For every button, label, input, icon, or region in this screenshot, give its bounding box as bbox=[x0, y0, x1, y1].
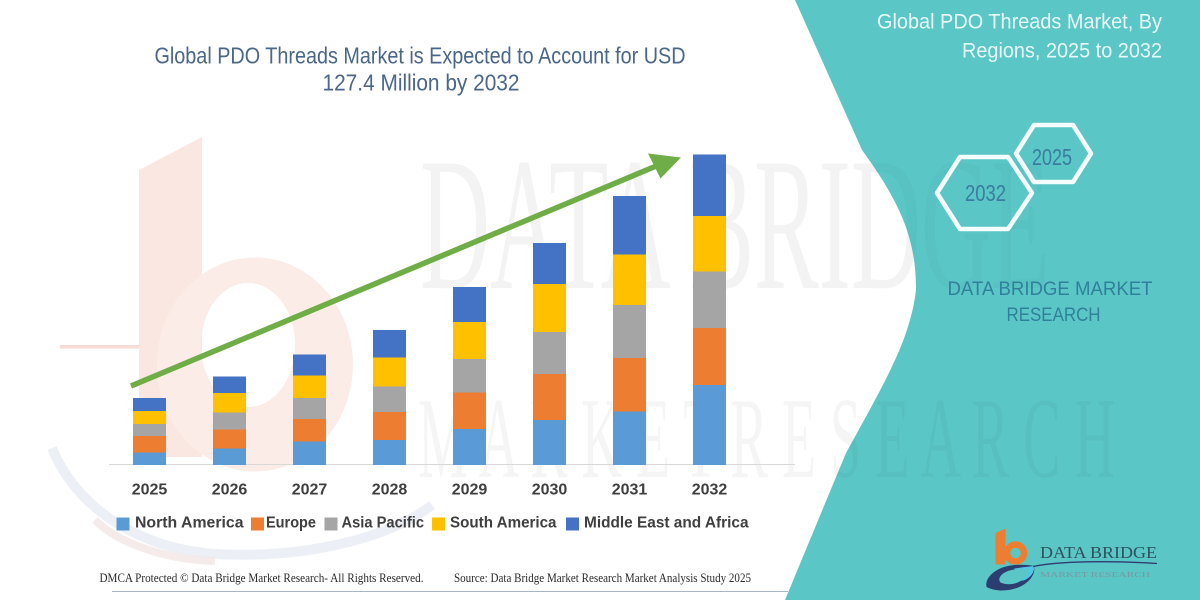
svg-text:2030: 2030 bbox=[532, 482, 568, 499]
svg-text:DMCA Protected © Data Bridge M: DMCA Protected © Data Bridge Market Rese… bbox=[100, 571, 424, 585]
svg-text:DATA BRIDGE: DATA BRIDGE bbox=[420, 120, 1050, 330]
svg-text:2032: 2032 bbox=[692, 482, 728, 499]
svg-text:South America: South America bbox=[450, 515, 557, 532]
svg-text:2032: 2032 bbox=[965, 180, 1006, 206]
svg-text:127.4 Million by 2032: 127.4 Million by 2032 bbox=[323, 70, 520, 96]
svg-text:Global PDO Threads Market, By: Global PDO Threads Market, By bbox=[877, 11, 1162, 34]
svg-text:2029: 2029 bbox=[452, 482, 488, 499]
svg-text:DATA BRIDGE MARKET: DATA BRIDGE MARKET bbox=[948, 279, 1153, 300]
svg-text:2026: 2026 bbox=[212, 482, 248, 499]
svg-text:2027: 2027 bbox=[292, 482, 328, 499]
svg-text:Source: Data Bridge Market Res: Source: Data Bridge Market Research Mark… bbox=[454, 571, 751, 585]
svg-text:Asia Pacific: Asia Pacific bbox=[342, 515, 425, 532]
svg-text:2031: 2031 bbox=[612, 482, 648, 499]
svg-text:DATA BRIDGE: DATA BRIDGE bbox=[1040, 543, 1157, 562]
svg-text:RESEARCH: RESEARCH bbox=[1007, 305, 1101, 326]
svg-text:Middle East and Africa: Middle East and Africa bbox=[584, 515, 749, 532]
svg-text:Regions, 2025 to 2032: Regions, 2025 to 2032 bbox=[962, 40, 1162, 63]
svg-text:2025: 2025 bbox=[132, 482, 168, 499]
svg-text:2028: 2028 bbox=[372, 482, 408, 499]
svg-text:North America: North America bbox=[135, 515, 244, 532]
svg-text:M A R K E T R E S E A R C H: M A R K E T R E S E A R C H bbox=[418, 375, 1115, 502]
svg-text:Global PDO Threads Market is E: Global PDO Threads Market is Expected to… bbox=[155, 43, 686, 69]
svg-text:2025: 2025 bbox=[1032, 144, 1072, 170]
svg-text:MARKET RESEARCH: MARKET RESEARCH bbox=[1040, 571, 1150, 579]
svg-text:Europe: Europe bbox=[266, 515, 316, 532]
